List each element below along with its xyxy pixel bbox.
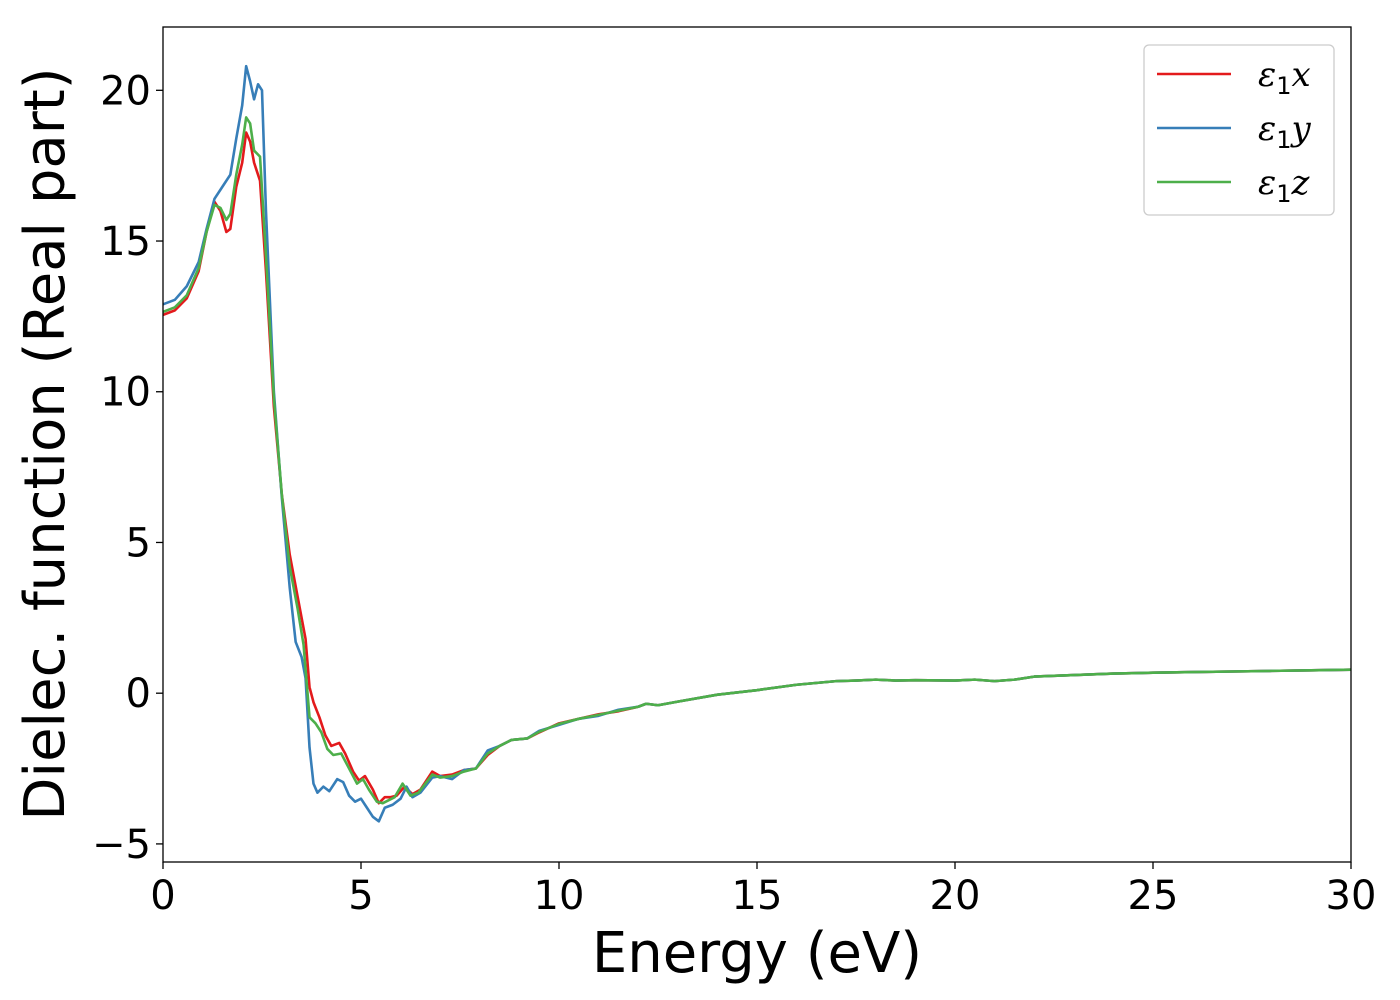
x-axis-title: Energy (eV) (592, 921, 922, 986)
y-tick-label: 15 (100, 219, 151, 265)
y-axis: −5 0 5 10 15 20 (92, 68, 163, 868)
legend-label-y: ε1y (1258, 109, 1312, 154)
y-tick-label: 0 (126, 671, 151, 717)
x-tick-label: 20 (930, 873, 981, 919)
series-layer (163, 64, 1351, 823)
x-tick-label: 0 (150, 873, 175, 919)
x-tick-label: 25 (1128, 873, 1179, 919)
x-axis: 0 5 10 15 20 25 30 (150, 862, 1376, 919)
y-tick-label: 20 (100, 68, 151, 114)
series-line-z (163, 116, 1351, 805)
y-tick-label: −5 (92, 822, 151, 868)
y-tick-label: 10 (100, 370, 151, 416)
legend: ε1x ε1y ε1z (1143, 44, 1335, 216)
x-tick-label: 30 (1326, 873, 1377, 919)
x-tick-label: 10 (534, 873, 585, 919)
legend-label-x: ε1x (1258, 55, 1311, 100)
y-axis-title: Dielec. function (Real part) (13, 67, 78, 820)
legend-label-z: ε1z (1258, 163, 1311, 208)
y-tick-label: 5 (126, 520, 151, 566)
x-tick-label: 5 (348, 873, 373, 919)
legend-box (1143, 44, 1335, 216)
x-tick-label: 15 (732, 873, 783, 919)
